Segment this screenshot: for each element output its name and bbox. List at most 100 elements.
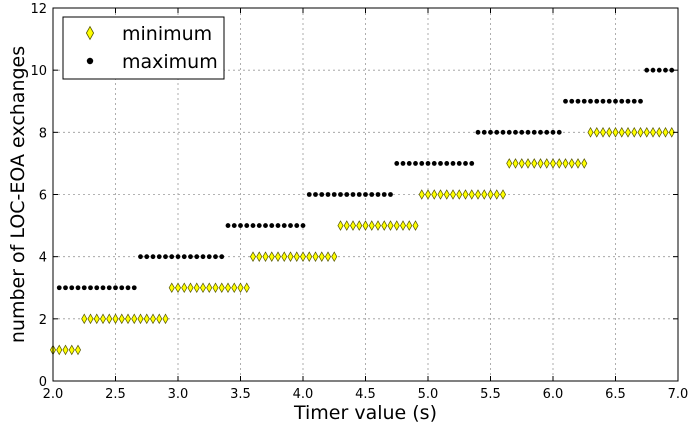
data-point-minimum <box>531 158 538 169</box>
data-point-maximum <box>144 254 150 260</box>
data-point-maximum <box>550 129 556 135</box>
data-point-minimum <box>199 282 207 294</box>
data-point-maximum <box>206 254 212 260</box>
data-point-maximum <box>256 223 262 228</box>
data-point-minimum <box>193 282 200 294</box>
data-point-maximum <box>106 285 112 291</box>
data-point-minimum <box>318 251 325 262</box>
data-point-minimum <box>143 313 150 325</box>
data-point-maximum <box>488 129 493 135</box>
data-point-maximum <box>313 192 318 197</box>
data-point-maximum <box>131 285 137 291</box>
legend-marker-maximum <box>86 57 94 65</box>
data-point-minimum <box>424 189 432 200</box>
data-point-maximum <box>431 161 437 166</box>
data-point-maximum <box>244 223 250 228</box>
data-point-minimum <box>181 282 188 294</box>
data-point-maximum <box>500 129 506 135</box>
x-tick-label: 6.5 <box>605 387 626 402</box>
data-point-minimum <box>649 127 657 138</box>
data-point-maximum <box>331 192 337 197</box>
x-tick-labels: 2.0 2.5 3.0 3.5 4.0 4.5 5.0 5.5 6.0 6.5 7.0 <box>43 387 688 402</box>
data-point-maximum <box>450 161 456 166</box>
data-point-maximum <box>113 285 118 291</box>
x-tick-label: 3.0 <box>168 387 189 402</box>
data-point-maximum <box>213 254 218 260</box>
data-point-maximum <box>469 161 475 166</box>
data-point-minimum <box>343 220 350 231</box>
data-point-minimum <box>556 158 563 169</box>
data-point-minimum <box>87 313 94 325</box>
data-point-minimum <box>137 313 144 325</box>
data-point-maximum <box>281 223 287 228</box>
data-point-maximum <box>619 98 625 104</box>
data-point-minimum <box>106 313 113 325</box>
data-point-maximum <box>300 223 306 228</box>
data-point-maximum <box>275 223 281 228</box>
data-point-minimum <box>124 313 132 325</box>
data-point-minimum <box>612 127 619 138</box>
data-point-maximum <box>325 192 331 197</box>
data-point-minimum <box>206 282 213 294</box>
data-point-maximum <box>238 223 243 228</box>
data-point-minimum <box>493 189 500 200</box>
data-point-minimum <box>174 282 182 294</box>
data-point-minimum <box>356 220 363 231</box>
data-point-minimum <box>74 344 82 356</box>
legend-label-minimum: minimum <box>122 23 212 45</box>
data-point-minimum <box>499 189 507 200</box>
data-point-minimum <box>443 189 450 200</box>
legend: minimum maximum <box>62 16 225 80</box>
x-tick-label: 3.5 <box>230 387 251 402</box>
data-point-minimum <box>562 158 569 169</box>
data-point-minimum <box>149 313 157 325</box>
data-point-minimum <box>262 251 269 262</box>
x-tick-label: 6.0 <box>543 387 564 402</box>
data-point-maximum <box>56 285 62 291</box>
data-point-minimum <box>668 127 675 138</box>
data-point-minimum <box>481 189 488 200</box>
data-point-minimum <box>418 189 425 200</box>
data-point-minimum <box>537 158 544 169</box>
data-point-maximum <box>119 285 125 291</box>
data-point-minimum <box>281 251 288 262</box>
data-point-minimum <box>224 282 232 294</box>
y-tick-label: 10 <box>30 64 47 79</box>
data-point-maximum <box>381 192 387 197</box>
data-point-maximum <box>650 67 656 73</box>
data-point-minimum <box>406 220 413 231</box>
data-point-minimum <box>62 344 69 356</box>
data-point-minimum <box>568 158 575 169</box>
data-point-maximum <box>513 129 518 135</box>
data-point-minimum <box>524 158 532 169</box>
data-point-maximum <box>644 67 650 73</box>
x-tick-label: 5.0 <box>418 387 439 402</box>
data-point-maximum <box>125 285 131 291</box>
data-point-minimum <box>249 251 257 262</box>
data-point-maximum <box>231 223 237 228</box>
data-point-minimum <box>387 220 394 231</box>
data-point-maximum <box>138 254 143 260</box>
data-point-maximum <box>294 223 300 228</box>
data-point-minimum <box>337 220 344 231</box>
data-point-minimum <box>299 251 307 262</box>
data-point-maximum <box>200 254 206 260</box>
data-point-minimum <box>662 127 669 138</box>
y-axis-label: number of LOC-EOA exchanges <box>7 46 29 343</box>
data-point-minimum <box>381 220 388 231</box>
data-point-minimum <box>218 282 225 294</box>
x-axis-label: Timer value (s) <box>293 402 437 424</box>
x-tick-label: 4.5 <box>355 387 376 402</box>
data-point-minimum <box>518 158 525 169</box>
data-point-maximum <box>506 129 512 135</box>
data-point-maximum <box>219 254 225 260</box>
data-point-maximum <box>356 192 362 197</box>
data-point-minimum <box>456 189 463 200</box>
y-tick-label: 2 <box>39 313 47 328</box>
data-point-minimum <box>643 127 650 138</box>
data-point-minimum <box>368 220 375 231</box>
data-point-maximum <box>188 254 193 260</box>
data-point-minimum <box>331 251 338 262</box>
data-point-maximum <box>656 67 662 73</box>
data-point-maximum <box>594 98 600 104</box>
